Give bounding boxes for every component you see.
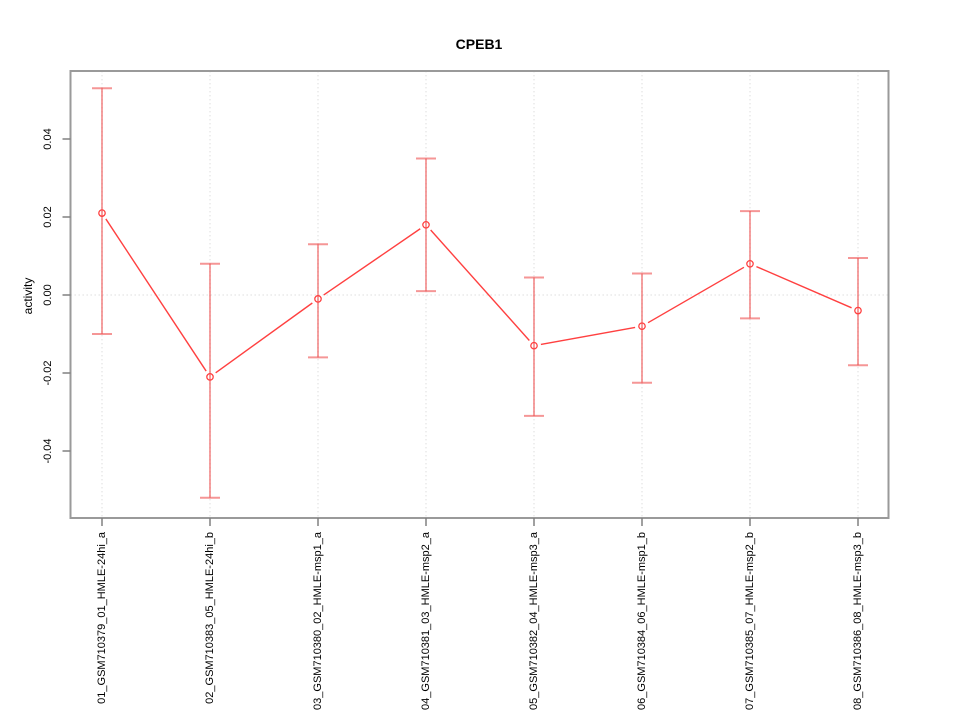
data-point-marker <box>530 341 538 350</box>
series-line-segment <box>430 229 530 341</box>
x-category-label: 07_GSM710385_07_HMLE-msp2_b <box>744 532 756 710</box>
data-point-marker <box>638 322 646 331</box>
x-category-label: 04_GSM710381_03_HMLE-msp2_a <box>420 532 432 710</box>
x-category-label: 06_GSM710384_06_HMLE-msp1_b <box>636 532 648 710</box>
x-category-label: 02_GSM710383_05_HMLE-24hi_b <box>204 532 216 704</box>
series-line-segment <box>647 266 745 324</box>
data-point-marker <box>746 259 754 268</box>
y-tick-label: -0.04 <box>42 438 54 464</box>
data-point-marker <box>98 209 106 217</box>
y-tick-label: 0.02 <box>42 206 54 228</box>
y-tick-label: -0.02 <box>42 360 54 386</box>
series-line-segment <box>756 265 852 309</box>
series-line-segment <box>105 218 207 372</box>
x-category-label: 08_GSM710386_08_HMLE-msp3_b <box>852 532 864 710</box>
series-line-segment <box>540 326 636 346</box>
x-category-label: 03_GSM710380_02_HMLE-msp1_a <box>312 532 324 710</box>
data-point-marker <box>422 220 430 229</box>
series-line-segment <box>323 228 421 296</box>
data-point-marker <box>314 295 322 303</box>
y-tick-label: 0.04 <box>42 128 54 150</box>
series-line-segment <box>215 302 313 374</box>
x-category-label: 01_GSM710379_01_HMLE-24hi_a <box>96 532 108 704</box>
data-point-marker <box>854 306 862 315</box>
chart-title: CPEB1 <box>455 36 503 52</box>
y-tick-label: 0.00 <box>42 284 54 306</box>
data-point-marker <box>206 373 214 381</box>
x-category-label: 05_GSM710382_04_HMLE-msp3_a <box>528 532 540 710</box>
